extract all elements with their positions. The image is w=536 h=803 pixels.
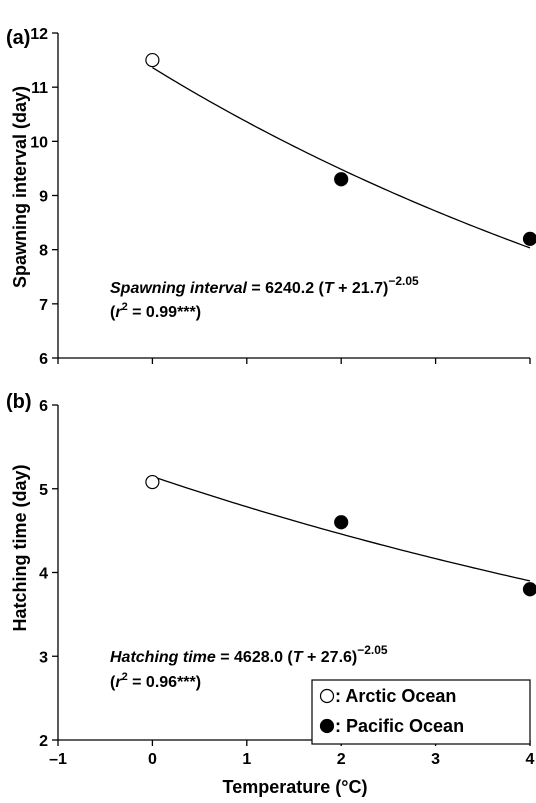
- panel-b-points: [145, 474, 536, 597]
- pacific-ocean-point: [334, 172, 349, 187]
- panel-b-eq-exponent: −2.05: [357, 643, 388, 657]
- panel-a-r2-var: r: [115, 304, 122, 321]
- legend-item-arctic: : Arctic Ocean: [335, 686, 456, 706]
- y-tick-label: 8: [39, 243, 48, 260]
- pacific-ocean-point: [522, 582, 536, 597]
- panel-a-tick-labels: 6 7 8 9 10 11 12: [30, 26, 48, 368]
- panel-b-tick-labels: 2 3 4 5 6 –1 0 1 2 3 4: [39, 398, 534, 768]
- panel-a-r2: (r2 = 0.99***): [110, 301, 201, 321]
- y-tick-label: 12: [30, 26, 48, 43]
- legend: : Arctic Ocean : Pacific Ocean: [311, 679, 531, 745]
- panel-b-label: (b): [6, 391, 32, 413]
- panel-b: (b) Hatching time (day) 2 3 4 5 6 –1 0 1 2 3 4 Hat…: [6, 391, 536, 797]
- panel-a: (a) Spawning interval (day) 6 7 8 9 10 11 12 S…: [6, 26, 536, 368]
- panel-b-r2: (r2 = 0.96***): [110, 671, 201, 691]
- legend-filled-circle-icon: [319, 718, 335, 734]
- x-tick-label: 0: [148, 751, 157, 768]
- panel-b-r2-var: r: [115, 674, 122, 691]
- arctic-ocean-point: [145, 474, 160, 490]
- x-tick-label: 1: [242, 751, 251, 768]
- panel-a-r2-value: = 0.99***): [128, 304, 201, 321]
- x-tick-label: 4: [526, 751, 535, 768]
- panel-b-r2-sup: 2: [122, 671, 128, 683]
- panel-b-equation: Hatching time = 4628.0 (T + 27.6)−2.05: [110, 643, 388, 666]
- x-tick-label: 2: [337, 751, 346, 768]
- panel-a-eq-label: Spawning interval: [110, 280, 247, 297]
- panel-a-eq-exponent: −2.05: [388, 274, 419, 288]
- panel-b-xlabel: Temperature (°C): [223, 777, 368, 797]
- y-tick-label: 7: [39, 297, 48, 314]
- panel-a-r2-sup: 2: [122, 301, 128, 313]
- panel-a-points: [145, 52, 536, 246]
- panel-a-equation: Spawning interval = 6240.2 (T + 21.7)−2.…: [110, 274, 419, 297]
- arctic-ocean-point: [145, 52, 160, 68]
- panel-b-eq-label: Hatching time: [110, 649, 216, 666]
- panel-b-eq-rest: = 4628.0 (: [216, 649, 294, 666]
- panel-b-fit-curve: [152, 475, 531, 582]
- y-tick-label: 9: [39, 189, 48, 206]
- panel-b-ylabel: Hatching time (day): [10, 464, 30, 631]
- y-tick-label: 6: [39, 351, 48, 368]
- panel-a-fit-curve: [152, 67, 531, 249]
- y-tick-label: 10: [30, 134, 48, 151]
- panel-b-r2-open: (: [110, 674, 116, 691]
- x-tick-label: –1: [49, 751, 67, 768]
- y-tick-label: 5: [39, 482, 48, 499]
- y-tick-label: 3: [39, 649, 48, 666]
- x-tick-label: 3: [431, 751, 440, 768]
- y-tick-label: 2: [39, 733, 48, 750]
- panel-a-r2-open: (: [110, 304, 116, 321]
- pacific-ocean-point: [522, 231, 536, 246]
- panel-b-eq-var: T: [293, 649, 304, 666]
- panel-b-r2-value: = 0.96***): [128, 674, 201, 691]
- panel-a-eq-rest: = 6240.2 (: [247, 280, 325, 297]
- y-tick-label: 11: [31, 80, 48, 97]
- pacific-ocean-point: [334, 515, 349, 530]
- panel-a-label: (a): [6, 27, 30, 49]
- panel-a-eq-plus: + 21.7): [334, 280, 389, 297]
- panel-a-axes: [52, 32, 531, 364]
- y-tick-label: 6: [39, 398, 48, 415]
- panel-a-ylabel: Spawning interval (day): [10, 86, 30, 288]
- panel-a-eq-var: T: [324, 280, 335, 297]
- legend-item-pacific: : Pacific Ocean: [335, 716, 464, 736]
- panel-b-eq-plus: + 27.6): [303, 649, 358, 666]
- legend-box: [311, 679, 531, 745]
- y-tick-label: 4: [39, 566, 48, 583]
- legend-open-circle-icon: [319, 688, 335, 704]
